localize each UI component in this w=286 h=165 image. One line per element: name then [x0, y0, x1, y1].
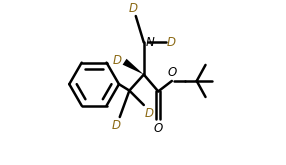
- Text: D: D: [129, 1, 138, 15]
- Text: O: O: [154, 122, 163, 135]
- Text: D: D: [166, 36, 176, 49]
- Polygon shape: [123, 59, 144, 75]
- Text: D: D: [113, 54, 122, 67]
- Text: D: D: [111, 118, 120, 132]
- Text: O: O: [167, 66, 176, 79]
- Text: D: D: [145, 107, 154, 119]
- Text: N: N: [145, 36, 154, 49]
